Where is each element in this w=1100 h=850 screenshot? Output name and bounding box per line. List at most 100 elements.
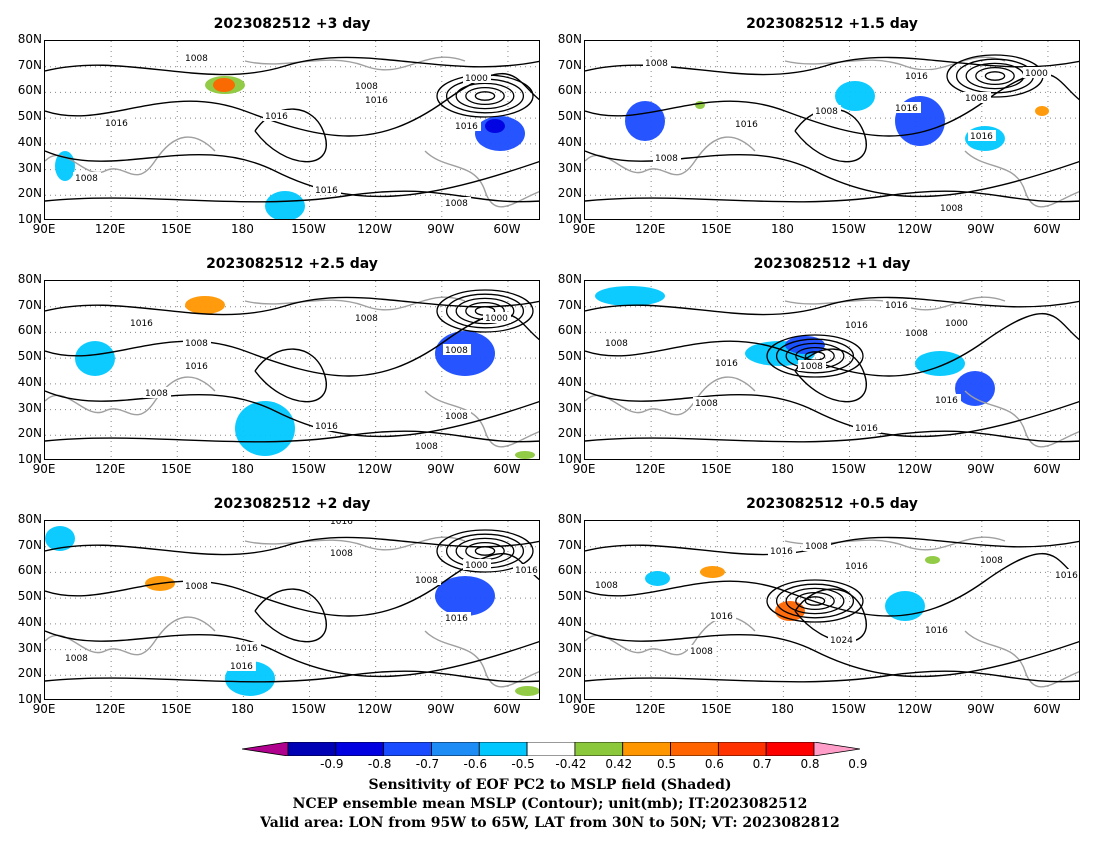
map-frame: 1016 1008 1016 1008 1016 1008 1016 1024 1016 1008 <box>584 520 1080 700</box>
y-tick-label: 30N <box>17 400 42 415</box>
y-tick-label: 60N <box>557 563 582 578</box>
colorbar-swatch <box>717 742 767 756</box>
contour-label: 1016 <box>365 96 388 106</box>
pressure-center-contour <box>445 78 525 114</box>
y-tick-label: 50N <box>557 589 582 604</box>
pressure-center-contour <box>804 596 826 606</box>
x-tick-label: 120E <box>94 462 126 476</box>
isobar-contour <box>585 536 1079 556</box>
colorbar-label: 0.8 <box>800 757 820 771</box>
x-tick-label: 150E <box>161 702 192 716</box>
pressure-center-contour <box>955 58 1035 94</box>
contour-label: 1016 <box>445 614 468 624</box>
caption-line-3: Valid area: LON from 95W to 65W, LAT fro… <box>260 815 840 831</box>
y-tick-label: 70N <box>557 297 582 312</box>
x-tick-label: 120W <box>357 702 393 716</box>
map-frame: 1016 1008 1008 1008 1000 1016 1016 1016 1016 1008 <box>44 520 540 700</box>
contour-label: 1000 <box>465 74 488 84</box>
contour-label: 1016 <box>105 119 128 129</box>
y-tick-label: 10N <box>557 692 582 706</box>
contour-label: 1008 <box>65 654 88 664</box>
map-canvas: 1008 1016 1008 1016 1000 1008 1016 1016 1008 1016 <box>45 41 539 219</box>
contour-label: 1016 <box>715 359 738 369</box>
isobar-contour <box>585 552 1079 617</box>
x-tick-label: 90E <box>572 702 596 716</box>
x-tick-label: 150E <box>161 222 192 236</box>
y-tick-label: 50N <box>17 349 42 364</box>
map-frame: 1008 1016 1008 1016 1008 1016 1016 1008 1000 1008 <box>584 40 1080 220</box>
y-tick-label: 30N <box>17 640 42 655</box>
contour-label: 1016 <box>895 104 918 114</box>
caption-line-2: NCEP ensemble mean MSLP (Contour); unit(… <box>292 796 808 812</box>
contour-label: 1016 <box>265 112 288 122</box>
x-tick-label: 90E <box>572 222 596 236</box>
pressure-center-contour <box>436 289 534 333</box>
x-tick-label: 60W <box>493 702 521 716</box>
y-tick-label: 80N <box>557 32 582 46</box>
contour-label: 1016 <box>735 120 758 130</box>
isobar-contour <box>45 296 539 316</box>
x-tick-label: 180 <box>770 462 794 476</box>
shaded-region <box>265 191 305 219</box>
x-tick-label: 150W <box>831 222 866 236</box>
x-tick-label: 90W <box>967 222 995 236</box>
y-tick-label: 50N <box>557 349 582 364</box>
contour-label: 1008 <box>800 362 823 372</box>
colorbar-label: -0.42 <box>555 757 587 771</box>
colorbar-swatch <box>765 742 815 756</box>
y-tick-label: 20N <box>557 426 582 441</box>
y-tick-label: 40N <box>557 374 582 389</box>
colorbar-label: -0.5 <box>511 757 535 771</box>
contour-label: 1016 <box>935 396 958 406</box>
contour-label: 1008 <box>185 582 208 592</box>
shaded-region <box>835 81 875 111</box>
shaded-region <box>515 451 535 459</box>
y-tick-label: 80N <box>17 272 42 286</box>
colorbar-label: 0.5 <box>656 757 677 771</box>
panel-title: 2023082512 +1 day <box>753 256 911 272</box>
y-tick-label: 80N <box>17 32 42 46</box>
contour-label: 1016 <box>315 186 338 196</box>
panel-title: 2023082512 +1.5 day <box>746 16 918 32</box>
panel-title: 2023082512 +2.5 day <box>206 256 378 272</box>
contour-label: 1008 <box>330 549 353 559</box>
y-tick-label: 50N <box>557 109 582 124</box>
pressure-center-contour <box>474 546 496 556</box>
contour-label: 1016 <box>515 566 538 576</box>
contour-label: 1016 <box>1055 571 1078 581</box>
y-tick-label: 20N <box>17 426 42 441</box>
contour-label: 1000 <box>1025 69 1048 79</box>
pressure-center-contour <box>766 334 864 378</box>
x-tick-label: 120W <box>897 222 933 236</box>
contour-label: 1008 <box>445 199 468 209</box>
contour-label: 1008 <box>355 82 378 92</box>
y-tick-label: 10N <box>17 212 42 226</box>
pressure-center-contour <box>474 91 496 101</box>
colorbar-label: -0.9 <box>320 757 344 771</box>
y-tick-label: 10N <box>17 452 42 466</box>
y-tick-label: 30N <box>557 160 582 175</box>
pressure-center-contour <box>445 293 525 329</box>
x-tick-label: 180 <box>770 702 794 716</box>
y-tick-label: 10N <box>557 212 582 226</box>
y-tick-label: 80N <box>17 512 42 526</box>
contour-label: 1016 <box>970 132 993 142</box>
pressure-center-contour <box>785 587 845 615</box>
contour-label: 1008 <box>815 107 838 117</box>
y-tick-label: 10N <box>557 452 582 466</box>
y-tick-label: 60N <box>17 323 42 338</box>
contour-label: 1024 <box>830 636 853 646</box>
colorbar-swatch <box>574 742 624 756</box>
y-tick-label: 20N <box>17 666 42 681</box>
pressure-center-contour <box>455 297 515 325</box>
shaded-region <box>645 571 670 586</box>
contour-label: 1016 <box>845 321 868 331</box>
contour-label: 1008 <box>695 399 718 409</box>
y-tick-label: 30N <box>557 400 582 415</box>
colorbar-label: 0.6 <box>704 757 724 771</box>
x-tick-label: 90W <box>427 702 455 716</box>
contour-label: 1000 <box>485 314 508 324</box>
x-tick-label: 120W <box>897 462 933 476</box>
shaded-region <box>213 78 235 92</box>
x-tick-label: 120E <box>634 702 666 716</box>
